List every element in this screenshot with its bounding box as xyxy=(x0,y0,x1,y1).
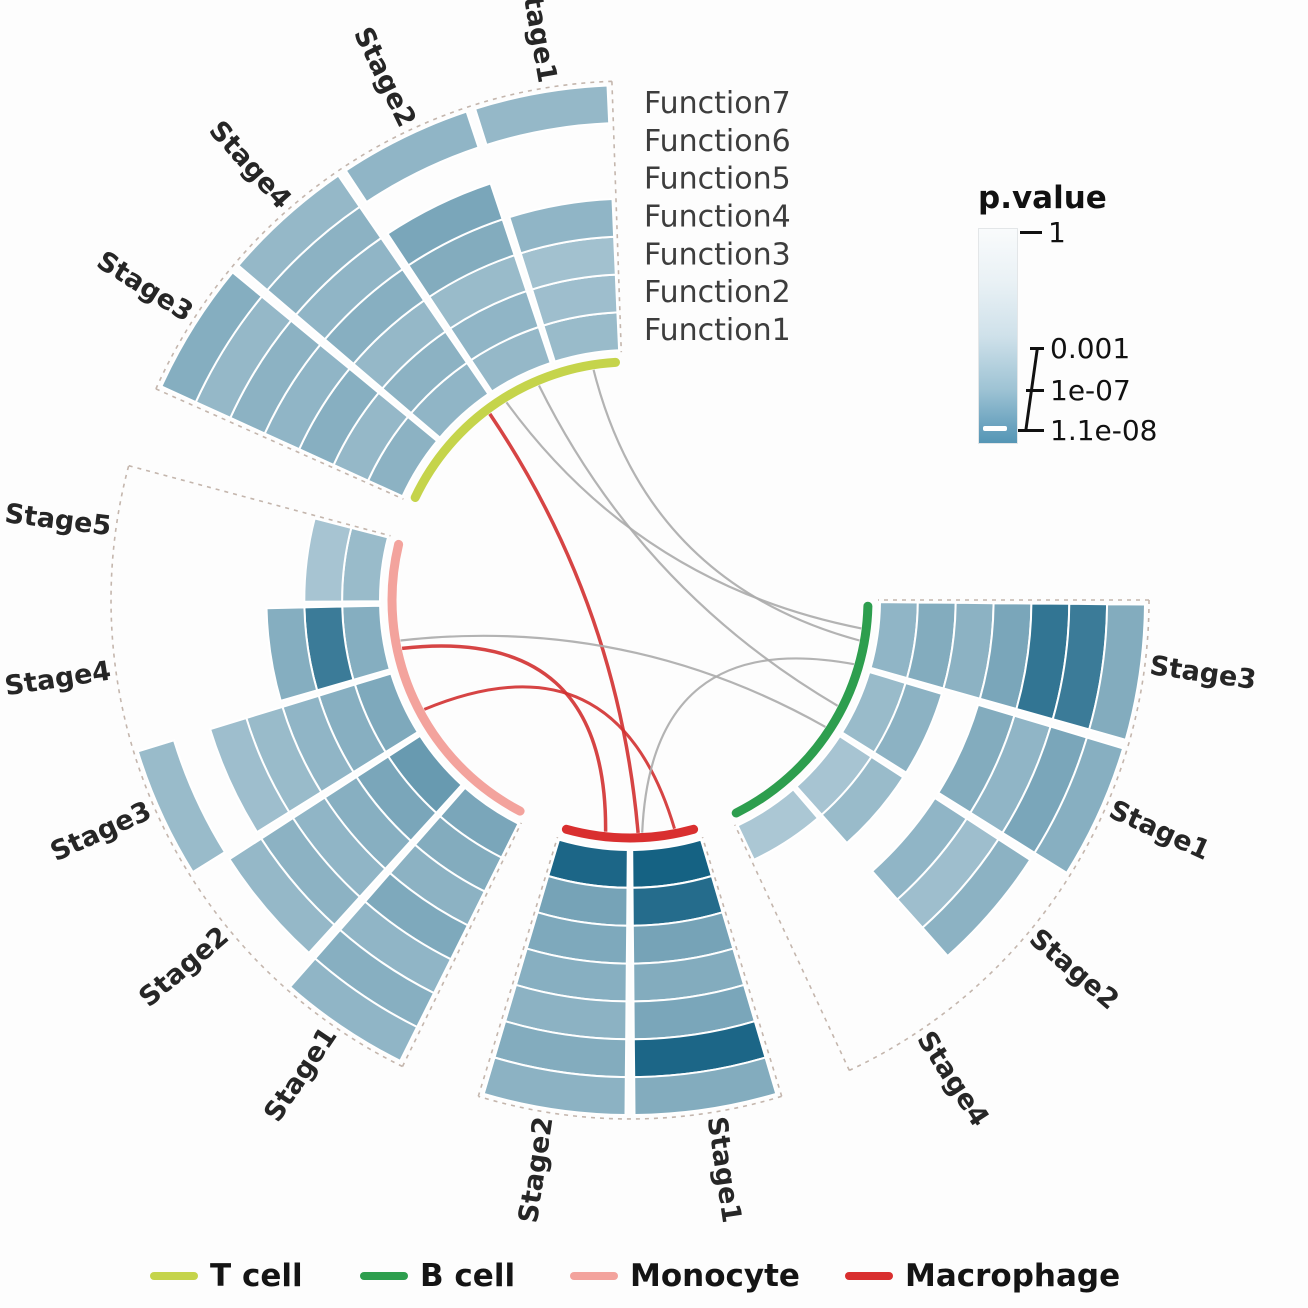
sector-outline xyxy=(155,80,623,500)
chord xyxy=(505,401,862,630)
heatmap-cell xyxy=(921,837,1032,958)
function-label: Function6 xyxy=(644,124,791,159)
stage-label: Stage3 xyxy=(1148,650,1258,696)
legend-item-t-cell: T cell xyxy=(150,1252,303,1300)
group-arc-macrophage xyxy=(561,824,699,843)
stage-label: Stage4 xyxy=(3,656,113,703)
stage-label: Stage1 xyxy=(1104,794,1214,866)
b-cell-color-swatch xyxy=(360,1272,408,1280)
sector-outline xyxy=(477,836,783,1120)
pvalue-gradient-bar xyxy=(978,228,1018,444)
cell-type-legend: T cell B cell Monocyte Macrophage xyxy=(0,1252,1308,1304)
legend-label: T cell xyxy=(210,1258,303,1294)
tick-label: 1e-07 xyxy=(1050,374,1131,407)
legend-label: B cell xyxy=(420,1258,516,1294)
heatmap-cell xyxy=(288,957,419,1063)
function-label: Function1 xyxy=(644,313,791,348)
pvalue-legend: p.value 1 0.001 1e-07 1.1e-08 xyxy=(978,180,1278,460)
tick-line xyxy=(1030,347,1044,350)
chord xyxy=(401,644,608,832)
legend-item-macrophage: Macrophage xyxy=(845,1252,1120,1300)
heatmap-cell xyxy=(303,517,353,603)
group-arc-monocyte xyxy=(387,539,525,816)
t-cell-color-swatch xyxy=(150,1272,198,1280)
function-label: Function2 xyxy=(644,275,791,310)
chord xyxy=(592,369,860,642)
pvalue-tick-0001: 0.001 xyxy=(1030,332,1130,365)
sector-outline xyxy=(110,464,523,1068)
chord xyxy=(423,685,676,830)
pvalue-tick-1e07: 1e-07 xyxy=(1026,374,1131,407)
heatmap-cell xyxy=(1033,736,1125,875)
stage-label: Stage3 xyxy=(91,245,198,328)
heatmap-cell xyxy=(344,110,480,204)
function-label: Function7 xyxy=(644,86,791,121)
stage-label: Stage5 xyxy=(3,498,113,542)
pvalue-legend-title: p.value xyxy=(978,180,1107,216)
stage-label: Stage4 xyxy=(203,115,298,215)
pvalue-tick-1: 1 xyxy=(1020,216,1066,249)
pvalue-tick-11e08: 1.1e-08 xyxy=(1018,414,1158,447)
pvalue-min-marker xyxy=(983,426,1007,431)
function-label: Function4 xyxy=(644,200,791,235)
legend-label: Macrophage xyxy=(905,1258,1121,1294)
stage-label: Stage2 xyxy=(513,1115,559,1225)
tick-line xyxy=(1020,231,1042,234)
tick-label: 1 xyxy=(1048,216,1066,249)
group-arc-b-cell xyxy=(731,601,873,818)
heatmap-cell xyxy=(136,739,227,874)
heatmap-cell xyxy=(508,197,616,255)
legend-item-monocyte: Monocyte xyxy=(570,1252,800,1300)
heatmap-cell xyxy=(160,270,264,404)
heatmap-cell xyxy=(228,837,336,955)
macrophage-color-swatch xyxy=(845,1272,893,1280)
heatmap-cell xyxy=(386,182,504,267)
tick-line xyxy=(1018,429,1044,432)
heatmap-cell xyxy=(236,174,362,292)
heatmap-cell xyxy=(208,716,291,834)
chord xyxy=(538,385,839,707)
stage-label: Stage1 xyxy=(258,1021,343,1127)
heatmap-cell xyxy=(1087,603,1147,742)
tick-label: 1.1e-08 xyxy=(1050,414,1158,447)
heatmap-cell xyxy=(736,787,820,862)
heatmap-cell xyxy=(265,606,319,703)
sector-outline xyxy=(734,599,1150,1072)
function-label: Function3 xyxy=(644,237,791,272)
chord xyxy=(488,412,640,834)
stage-label: Stage2 xyxy=(347,22,422,132)
monocyte-color-swatch xyxy=(570,1272,618,1280)
stage-label: Stage3 xyxy=(46,795,156,868)
legend-label: Monocyte xyxy=(630,1258,800,1294)
stage-label: Stage1 xyxy=(701,1115,747,1225)
stage-label: Stage2 xyxy=(133,921,235,1014)
group-arc-t-cell xyxy=(410,357,620,502)
stage-label: Stage4 xyxy=(910,1026,994,1133)
tick-line xyxy=(1026,389,1044,392)
heatmap-cell xyxy=(872,681,944,774)
legend-item-b-cell: B cell xyxy=(360,1252,515,1300)
stage-label: Stage1 xyxy=(514,0,563,85)
heatmap-cell xyxy=(820,755,905,845)
heatmap-cell xyxy=(482,1056,627,1117)
chord xyxy=(641,657,855,833)
chord xyxy=(400,634,826,728)
heatmap-cell xyxy=(473,84,611,147)
tick-label: 0.001 xyxy=(1050,332,1131,365)
heatmap-cell xyxy=(633,1056,778,1117)
stage-label: Stage2 xyxy=(1023,923,1124,1016)
function-label: Function5 xyxy=(644,162,791,197)
